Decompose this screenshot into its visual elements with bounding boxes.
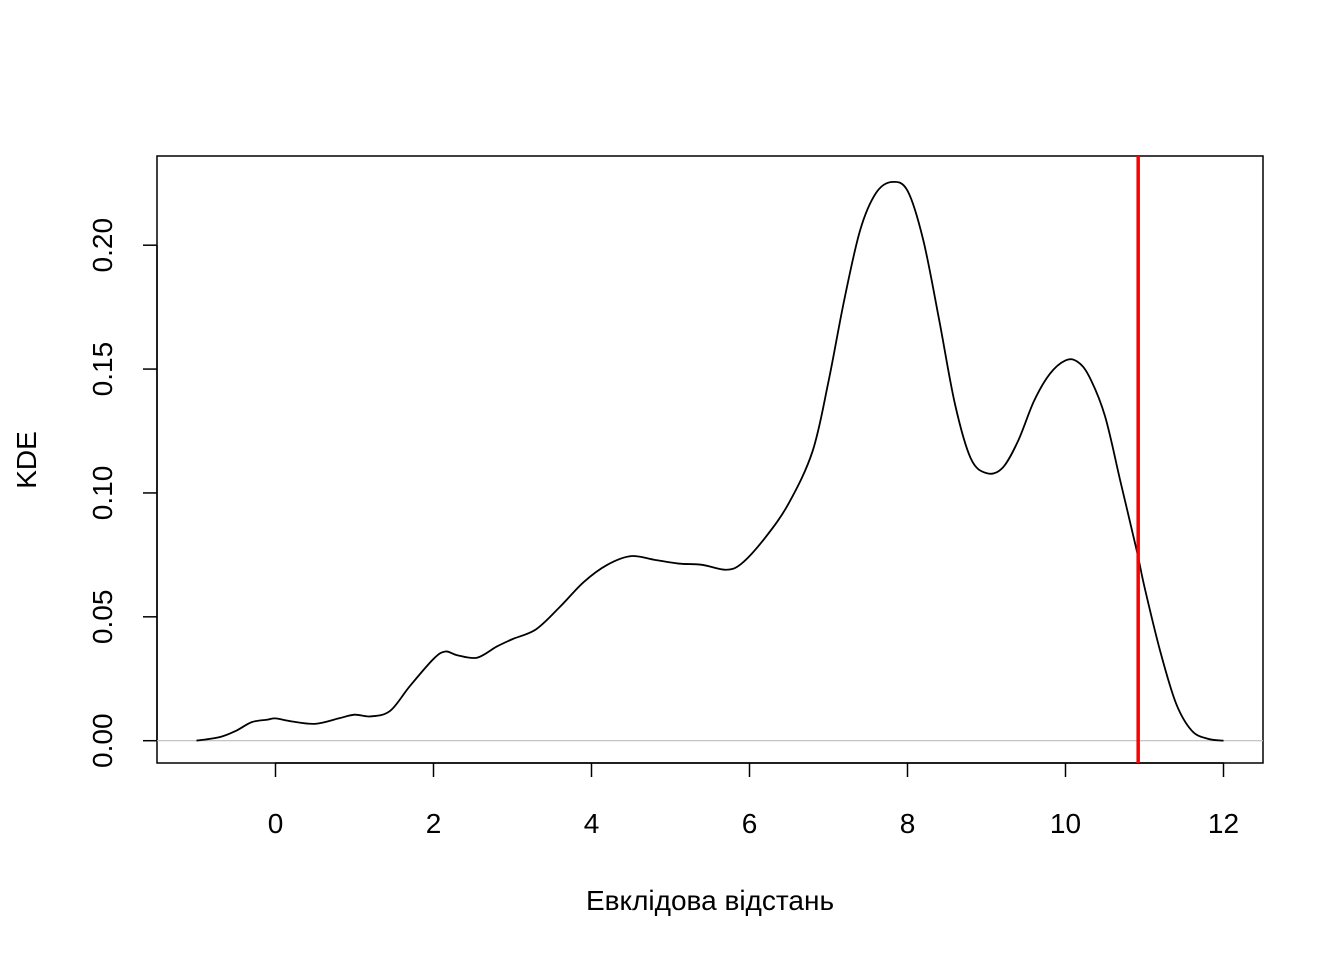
x-tick-label: 8 bbox=[900, 808, 916, 839]
y-tick-label: 0.05 bbox=[87, 590, 118, 645]
x-tick-label: 0 bbox=[268, 808, 284, 839]
y-axis: 0.00 0.05 0.10 0.15 0.20 bbox=[87, 218, 158, 768]
kde-density-line bbox=[196, 180, 1224, 742]
y-tick-label: 0.00 bbox=[87, 713, 118, 768]
y-tick-label: 0.15 bbox=[87, 342, 118, 397]
y-axis-label: KDE bbox=[11, 431, 42, 489]
x-tick-label: 6 bbox=[742, 808, 758, 839]
plot-frame bbox=[156, 155, 1264, 764]
x-axis: 0 2 4 6 8 10 12 bbox=[268, 762, 1239, 839]
y-tick-label: 0.20 bbox=[87, 218, 118, 273]
x-axis-label: Евклідова відстань bbox=[586, 885, 834, 916]
x-tick-label: 10 bbox=[1050, 808, 1081, 839]
x-tick-label: 2 bbox=[426, 808, 442, 839]
x-tick-label: 12 bbox=[1208, 808, 1239, 839]
y-tick-label: 0.10 bbox=[87, 466, 118, 520]
x-tick-label: 4 bbox=[584, 808, 600, 839]
